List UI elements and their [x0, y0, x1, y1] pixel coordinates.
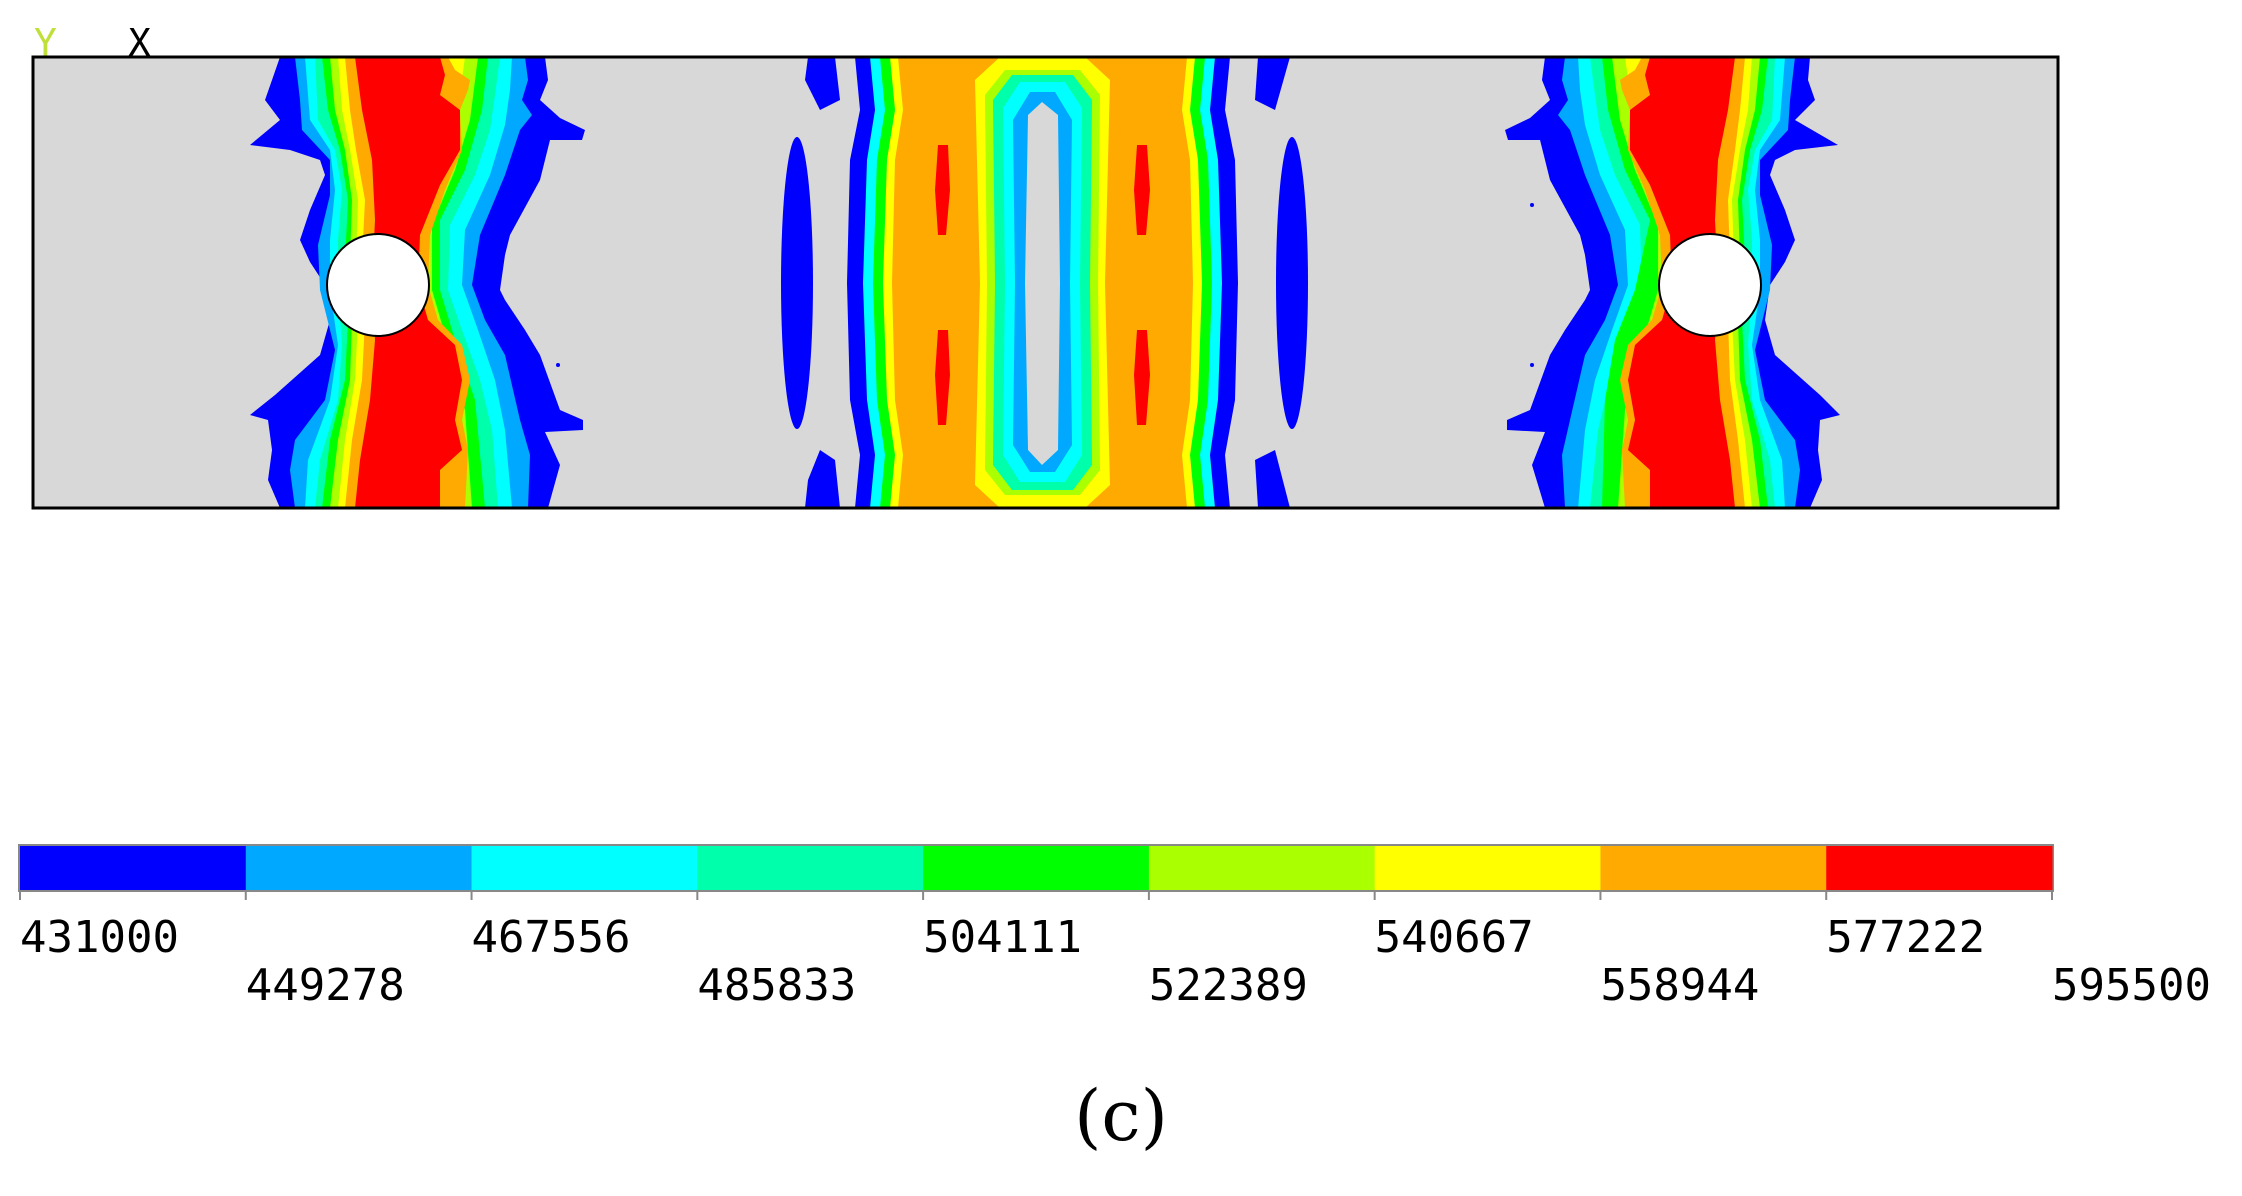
- plate-outline: [31, 55, 2060, 510]
- legend-swatch: [1148, 846, 1376, 890]
- center-blue-outer-right-bottom: [1255, 450, 1290, 508]
- center-blue-outer-right: [1255, 57, 1290, 110]
- legend-value-label: 504111: [923, 912, 1082, 963]
- axis-label-x: X: [128, 21, 151, 65]
- legend-swatch: [697, 846, 924, 890]
- legend-value-label: 431000: [20, 912, 179, 963]
- legend-value-label: 595500: [2052, 960, 2211, 1011]
- stray-dots: [556, 203, 1534, 367]
- center-red-streak-right-bottom: [1134, 330, 1150, 425]
- center-blue-outer-left: [805, 57, 840, 110]
- center-band: [781, 57, 1308, 508]
- legend-swatch: [245, 846, 473, 890]
- legend-swatch: [923, 846, 1150, 890]
- legend-value-label: 558944: [1600, 960, 1759, 1011]
- center-red-streak-right: [1134, 145, 1150, 235]
- center-red-streak-left-bottom: [935, 330, 950, 425]
- right-hole: [1658, 233, 1762, 337]
- center-blue-ellipse-right: [1276, 137, 1308, 429]
- legend-value-label: 522389: [1149, 960, 1308, 1011]
- center-inner-gray: [1025, 102, 1060, 465]
- center-red-streak-left: [935, 145, 950, 235]
- legend-labels: 431000 449278 467556 485833 504111 522389 5406…: [19, 890, 2211, 1011]
- legend-swatch: [1826, 846, 2053, 890]
- figure-caption: (c): [1074, 1075, 1168, 1157]
- axis-triad: Y X: [34, 21, 151, 65]
- axis-label-y: Y: [34, 21, 57, 65]
- center-blue-ellipse-left: [781, 137, 813, 429]
- center-blue-outer-left-bottom: [805, 450, 840, 508]
- legend-swatch: [1600, 846, 1827, 890]
- legend-value-label: 485833: [697, 960, 856, 1011]
- legend-swatch: [20, 846, 247, 890]
- left-hole: [326, 233, 430, 337]
- legend-value-label: 449278: [246, 960, 405, 1011]
- legend-value-label: 540667: [1375, 912, 1534, 963]
- stress-plate: [31, 55, 2060, 510]
- legend-value-label: 467556: [472, 912, 631, 963]
- legend-color-bar: [18, 844, 2054, 892]
- legend-value-label: 577222: [1826, 912, 1985, 963]
- legend-swatch: [1374, 846, 1601, 890]
- legend-swatch: [471, 846, 698, 890]
